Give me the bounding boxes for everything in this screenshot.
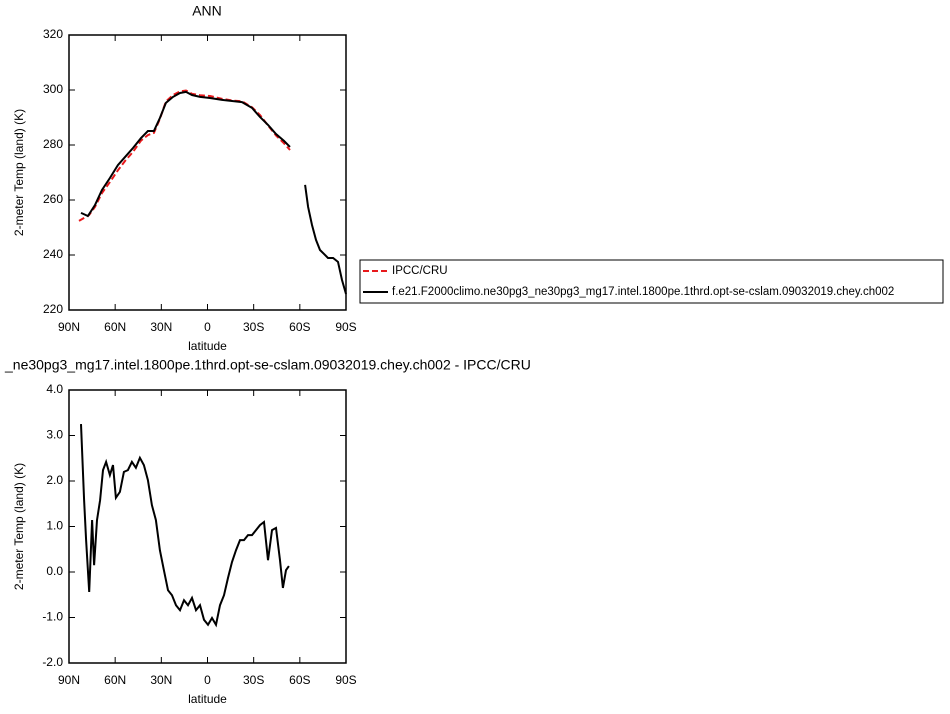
y-tick-label: 2.0 — [46, 473, 63, 487]
x-axis-label: latitude — [188, 339, 227, 353]
legend-box — [359, 259, 944, 304]
x-tick-label: 30N — [150, 320, 172, 334]
x-tick-label: 0 — [204, 673, 211, 687]
x-tick-label: 60S — [289, 320, 310, 334]
y-tick-label: -2.0 — [42, 655, 63, 669]
x-tick-label: 60N — [104, 320, 126, 334]
x-tick-label: 30N — [150, 673, 172, 687]
x-tick-label: 60S — [289, 673, 310, 687]
chart-title: ANN — [192, 3, 222, 19]
x-tick-label: 90S — [335, 673, 356, 687]
x-tick-label: 30S — [243, 320, 264, 334]
plot-frame — [68, 34, 347, 311]
y-axis-label: 2-meter Temp (land) (K) — [12, 463, 26, 590]
x-tick-label: 90N — [58, 673, 80, 687]
y-tick-label: 240 — [43, 247, 63, 261]
y-tick-label: 4.0 — [46, 382, 63, 396]
x-tick-label: 60N — [104, 673, 126, 687]
x-tick-label: 30S — [243, 673, 264, 687]
x-tick-label: 90N — [58, 320, 80, 334]
series-line — [80, 424, 290, 628]
x-tick-label: 0 — [204, 320, 211, 334]
y-tick-label: 300 — [43, 82, 63, 96]
y-tick-label: -1.0 — [42, 610, 63, 624]
y-tick-label: 280 — [43, 137, 63, 151]
y-tick-label: 260 — [43, 192, 63, 206]
y-axis-label: 2-meter Temp (land) (K) — [12, 109, 26, 236]
x-tick-label: 90S — [335, 320, 356, 334]
legend-label: f.e21.F2000climo.ne30pg3_ne30pg3_mg17.in… — [392, 286, 894, 298]
y-tick-label: 320 — [43, 27, 63, 41]
plot-frame — [68, 389, 347, 664]
series-line — [80, 90, 347, 295]
legend-label: IPCC/CRU — [392, 265, 448, 277]
series-line — [78, 89, 291, 222]
y-tick-label: 1.0 — [46, 519, 63, 533]
y-tick-label: 0.0 — [46, 564, 63, 578]
y-tick-label: 220 — [43, 302, 63, 316]
y-tick-label: 3.0 — [46, 428, 63, 442]
x-axis-label: latitude — [188, 692, 227, 706]
chart-title: _ne30pg3_mg17.intel.1800pe.1thrd.opt-se-… — [4, 357, 531, 373]
